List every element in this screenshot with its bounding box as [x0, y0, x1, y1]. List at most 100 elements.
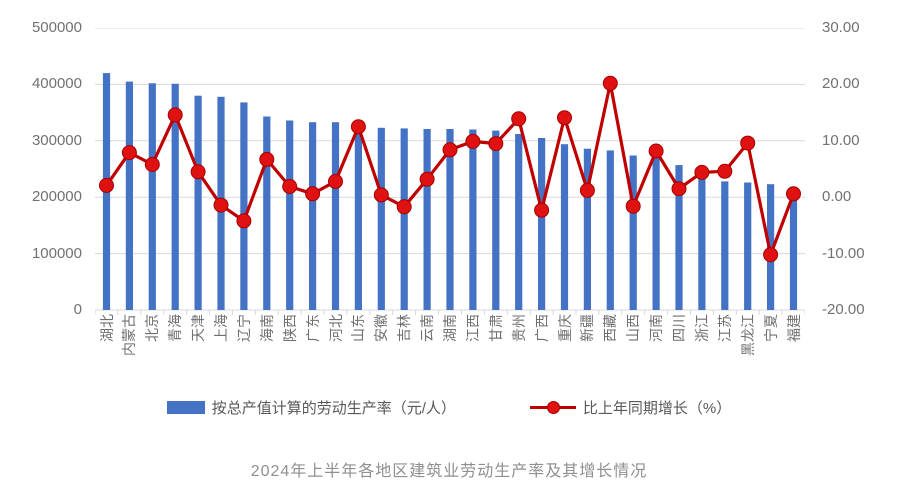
bar-云南 — [423, 129, 431, 310]
bar-series-swatch — [166, 401, 205, 414]
bar-吉林 — [400, 128, 408, 310]
marker-湖北 — [99, 177, 114, 193]
marker-山西 — [625, 198, 641, 214]
marker-山东 — [350, 119, 366, 135]
bar-河南 — [652, 157, 660, 310]
marker-天津 — [190, 164, 206, 180]
line-swatch-marker-icon — [546, 401, 560, 414]
x-axis-label-辽宁: 辽宁 — [235, 314, 252, 342]
x-axis-label-北京: 北京 — [144, 314, 161, 342]
marker-北京 — [144, 157, 160, 172]
x-axis-label-山东: 山东 — [350, 314, 367, 342]
bar-山东 — [354, 126, 362, 310]
x-axis-label-海南: 海南 — [258, 314, 275, 342]
marker-上海 — [213, 197, 229, 213]
right-axis-tick-label: 20.00 — [822, 75, 860, 93]
x-axis-label-江苏: 江苏 — [716, 314, 733, 342]
legend-item-line-series: 比上年同期增长（%） — [529, 397, 731, 418]
x-axis-label-湖北: 湖北 — [98, 314, 115, 342]
marker-江苏 — [717, 163, 733, 179]
x-axis-label-广西: 广西 — [533, 314, 550, 342]
marker-甘肃 — [488, 136, 504, 152]
bar-安徽 — [377, 127, 385, 310]
marker-广东 — [305, 186, 321, 202]
marker-河北 — [328, 173, 343, 189]
x-axis-label-内蒙古: 内蒙古 — [121, 314, 138, 356]
x-axis-label-宁夏: 宁夏 — [762, 314, 779, 342]
marker-青海 — [167, 107, 183, 123]
marker-浙江 — [694, 164, 710, 180]
right-axis-tick-label: -10.00 — [822, 244, 865, 262]
x-axis-label-上海: 上海 — [213, 314, 229, 342]
chart-title: 2024年上半年各地区建筑业劳动生产率及其增长情况 — [250, 463, 648, 480]
bar-广东 — [309, 122, 317, 310]
x-axis-label-西藏: 西藏 — [602, 314, 619, 342]
marker-内蒙古 — [121, 145, 137, 161]
marker-宁夏 — [763, 247, 779, 263]
bar-新疆 — [583, 148, 591, 310]
plot-area — [95, 28, 805, 315]
bar-北京 — [148, 83, 156, 310]
marker-西藏 — [602, 75, 618, 91]
bar-青海 — [171, 83, 179, 310]
x-axis-label-新疆: 新疆 — [579, 314, 596, 342]
bar-福建 — [789, 194, 798, 310]
x-axis-label-安徽: 安徽 — [373, 314, 390, 342]
bar-内蒙古 — [125, 81, 133, 310]
x-axis-label-甘肃: 甘肃 — [487, 314, 504, 342]
left-axis-tick-label: 400000 — [31, 75, 82, 93]
x-axis-label-福建: 福建 — [785, 314, 802, 342]
bar-series-label: 按总产值计算的劳动生产率（元/人） — [211, 400, 456, 417]
marker-陕西 — [282, 179, 298, 194]
marker-安徽 — [373, 187, 389, 203]
right-axis-tick-label: -20.00 — [822, 301, 865, 318]
marker-湖南 — [442, 142, 458, 158]
right-axis-tick-label: 0.00 — [822, 188, 852, 206]
bar-江苏 — [721, 181, 729, 310]
x-axis-label-云南: 云南 — [419, 314, 436, 342]
x-axis-label-山西: 山西 — [625, 314, 642, 342]
x-axis-label-河北: 河北 — [327, 314, 344, 342]
left-axis-tick-label: 300000 — [31, 131, 82, 149]
bar-湖南 — [446, 129, 454, 310]
x-axis-label-河南: 河南 — [648, 314, 665, 342]
x-axis-label-陕西: 陕西 — [281, 314, 298, 342]
marker-江西 — [465, 133, 481, 149]
x-axis-label-四川: 四川 — [671, 314, 687, 342]
left-axis-tick-label: 100000 — [31, 244, 82, 262]
marker-四川 — [671, 181, 687, 197]
x-axis-label-江西: 江西 — [464, 314, 481, 342]
x-axis-label-广东: 广东 — [304, 314, 321, 342]
x-axis-label-湖南: 湖南 — [442, 314, 458, 342]
marker-河南 — [648, 143, 664, 159]
marker-新疆 — [579, 182, 595, 198]
marker-黑龙江 — [740, 135, 756, 151]
marker-贵州 — [511, 111, 527, 127]
left-axis-tick-label: 500000 — [31, 19, 82, 36]
right-axis-tick-label: 30.00 — [822, 19, 860, 36]
bar-重庆 — [560, 144, 569, 310]
bar-陕西 — [286, 120, 294, 310]
x-axis-label-天津: 天津 — [190, 314, 207, 342]
bar-江西 — [469, 129, 477, 310]
marker-云南 — [419, 171, 435, 187]
x-axis-label-贵州: 贵州 — [510, 314, 527, 342]
marker-重庆 — [557, 110, 572, 126]
bar-西藏 — [606, 150, 614, 310]
x-axis-label-重庆: 重庆 — [556, 314, 573, 342]
line-series-swatch — [529, 401, 576, 414]
left-axis-tick-label: 200000 — [31, 188, 82, 206]
bar-海南 — [263, 116, 271, 310]
right-axis-tick-label: 10.00 — [822, 131, 860, 149]
legend: 按总产值计算的劳动生产率（元/人） 比上年同期增长（%） — [0, 397, 898, 418]
bar-辽宁 — [240, 102, 248, 311]
x-axis-label-浙江: 浙江 — [693, 314, 710, 342]
bar-甘肃 — [492, 130, 500, 310]
left-axis-tick-label: 0 — [73, 301, 82, 318]
x-axis-label-黑龙江: 黑龙江 — [739, 314, 756, 356]
legend-item-bar-series: 按总产值计算的劳动生产率（元/人） — [166, 397, 456, 418]
bar-贵州 — [515, 134, 523, 310]
marker-辽宁 — [236, 213, 252, 229]
bar-四川 — [675, 165, 683, 310]
